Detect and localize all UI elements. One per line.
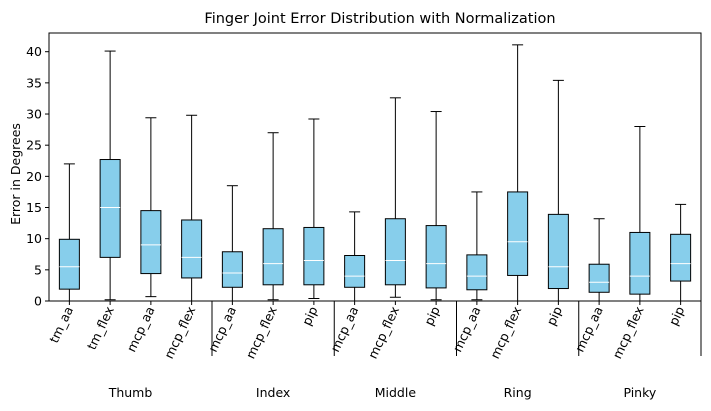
box (99, 159, 121, 258)
x-tick-label: mcp_flex (487, 304, 524, 361)
group-label: Thumb (108, 385, 153, 400)
box (344, 255, 366, 288)
box (303, 226, 325, 286)
group-label: Index (256, 385, 290, 400)
x-tick-label: pip (543, 304, 565, 328)
y-tick-label: 25 (26, 138, 42, 153)
y-tick-label: 30 (26, 107, 42, 122)
x-tick-label: mcp_aa (449, 304, 483, 354)
y-tick-label: 15 (26, 200, 42, 215)
box (221, 251, 243, 288)
y-tick-label: 40 (26, 44, 42, 59)
group-label: Ring (504, 385, 532, 400)
box (384, 218, 406, 286)
group-label: Pinky (623, 385, 656, 400)
group-label: Middle (375, 385, 417, 400)
plot-frame (48, 32, 702, 302)
box (262, 228, 284, 286)
box (58, 238, 80, 290)
box (466, 254, 488, 291)
x-tick-label: pip (421, 304, 443, 328)
box (181, 219, 203, 279)
box (670, 233, 692, 282)
x-tick-label: mcp_aa (123, 304, 157, 354)
x-tick-label: mcp_flex (243, 304, 280, 361)
x-tick-label: mcp_flex (609, 304, 646, 361)
box (425, 225, 447, 289)
x-tick-label: mcp_aa (327, 304, 361, 354)
y-tick-label: 5 (34, 262, 42, 277)
y-tick-label: 10 (26, 231, 42, 246)
box (507, 191, 529, 276)
y-tick-label: 0 (34, 294, 42, 309)
x-tick-label: pip (666, 304, 688, 328)
x-tick-label: tm_flex (84, 304, 117, 352)
y-tick-label: 20 (26, 169, 42, 184)
y-tick-label: 35 (26, 75, 42, 90)
box (140, 210, 162, 275)
chart-title: Finger Joint Error Distribution with Nor… (204, 11, 555, 27)
y-axis-label: Error in Degrees (8, 123, 23, 225)
x-tick-label: tm_aa (46, 304, 76, 345)
box (588, 263, 610, 293)
x-tick-label: mcp_flex (365, 304, 402, 361)
x-tick-label: pip (299, 304, 321, 328)
x-tick-label: mcp_flex (161, 304, 198, 361)
box (547, 213, 569, 290)
box (629, 231, 651, 295)
x-tick-label: mcp_aa (205, 304, 239, 354)
x-tick-label: mcp_aa (572, 304, 606, 354)
